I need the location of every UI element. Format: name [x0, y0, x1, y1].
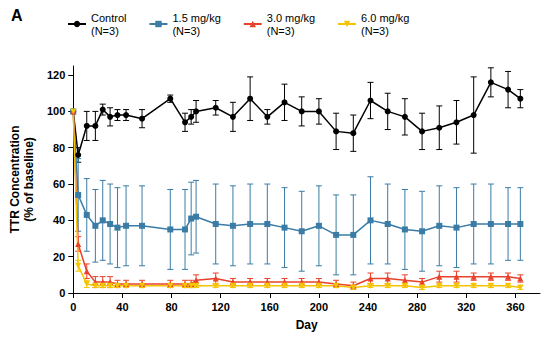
svg-text:20: 20	[53, 251, 65, 263]
svg-text:Control: Control	[91, 12, 126, 24]
svg-text:320: 320	[457, 301, 475, 313]
svg-text:(N=3): (N=3)	[91, 25, 119, 37]
svg-text:160: 160	[261, 301, 279, 313]
svg-text:(N=3): (N=3)	[172, 25, 200, 37]
svg-text:40: 40	[53, 214, 65, 226]
svg-text:120: 120	[47, 69, 65, 81]
svg-text:(N=3): (N=3)	[267, 25, 295, 37]
svg-text:100: 100	[47, 105, 65, 117]
svg-text:120: 120	[211, 301, 229, 313]
svg-text:0: 0	[70, 301, 76, 313]
svg-text:80: 80	[53, 142, 65, 154]
svg-text:360: 360	[506, 301, 524, 313]
svg-text:(N=3): (N=3)	[361, 25, 389, 37]
svg-text:A: A	[11, 7, 23, 24]
svg-text:(% of baseline): (% of baseline)	[22, 137, 36, 222]
svg-text:Day: Day	[296, 318, 318, 332]
svg-text:TTR Concentration: TTR Concentration	[8, 126, 22, 234]
svg-text:280: 280	[408, 301, 426, 313]
svg-text:40: 40	[116, 301, 128, 313]
svg-text:1.5 mg/kg: 1.5 mg/kg	[172, 12, 220, 24]
svg-text:3.0 mg/kg: 3.0 mg/kg	[267, 12, 315, 24]
svg-text:0: 0	[59, 287, 65, 299]
svg-text:60: 60	[53, 178, 65, 190]
svg-text:80: 80	[165, 301, 177, 313]
svg-text:240: 240	[359, 301, 377, 313]
svg-text:6.0 mg/kg: 6.0 mg/kg	[361, 12, 409, 24]
svg-text:200: 200	[310, 301, 328, 313]
